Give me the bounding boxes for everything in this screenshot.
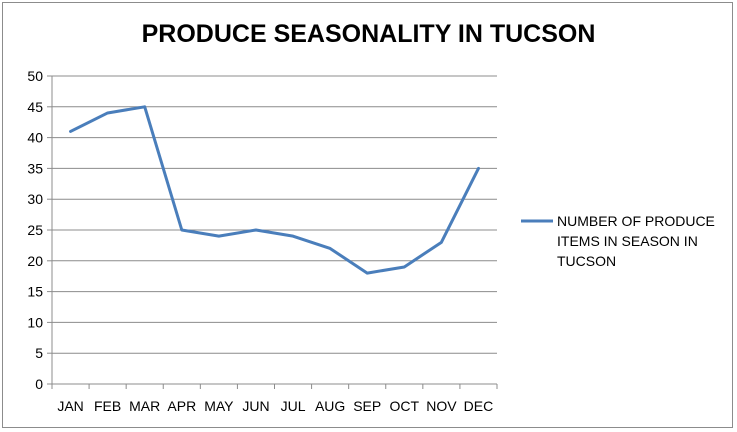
chart-title: PRODUCE SEASONALITY IN TUCSON (141, 20, 596, 48)
y-tick-label: 15 (27, 284, 43, 300)
x-tick-label: FEB (94, 398, 121, 414)
x-tick-label: SEP (353, 398, 381, 414)
y-tick-label: 40 (27, 130, 43, 146)
y-tick-label: 10 (27, 314, 43, 330)
x-tick-label: APR (167, 398, 196, 414)
y-tick-label: 35 (27, 160, 43, 176)
y-tick-labels: 0 5 10 15 20 25 30 35 40 45 50 (27, 68, 43, 392)
chart-frame (2, 2, 733, 428)
axes (47, 75, 498, 389)
x-tick-label: NOV (426, 398, 457, 414)
gridlines (52, 75, 497, 354)
y-tick-label: 0 (35, 376, 43, 392)
series-line (69, 105, 480, 275)
x-tick-label: JAN (57, 398, 83, 414)
x-tick-labels: JAN FEB MAR APR MAY JUN JUL AUG SEP OCT NOV DEC (57, 398, 493, 414)
x-tick-label: JUL (281, 398, 306, 414)
legend-label: NUMBER OF PRODUCE ITEMS IN SEASON IN TUC… (557, 213, 715, 269)
x-tick-label: OCT (390, 398, 420, 414)
x-tick-label: MAR (129, 398, 160, 414)
y-tick-label: 30 (27, 191, 43, 207)
x-tick-label: AUG (315, 398, 345, 414)
x-tick-label: MAY (204, 398, 234, 414)
x-tick-label: DEC (464, 398, 494, 414)
y-tick-label: 25 (27, 222, 43, 238)
y-tick-label: 20 (27, 253, 43, 269)
x-tick-label: JUN (242, 398, 269, 414)
y-tick-label: 5 (35, 345, 43, 361)
series (69, 105, 480, 275)
y-tick-label: 50 (27, 68, 43, 84)
y-tick-label: 45 (27, 99, 43, 115)
